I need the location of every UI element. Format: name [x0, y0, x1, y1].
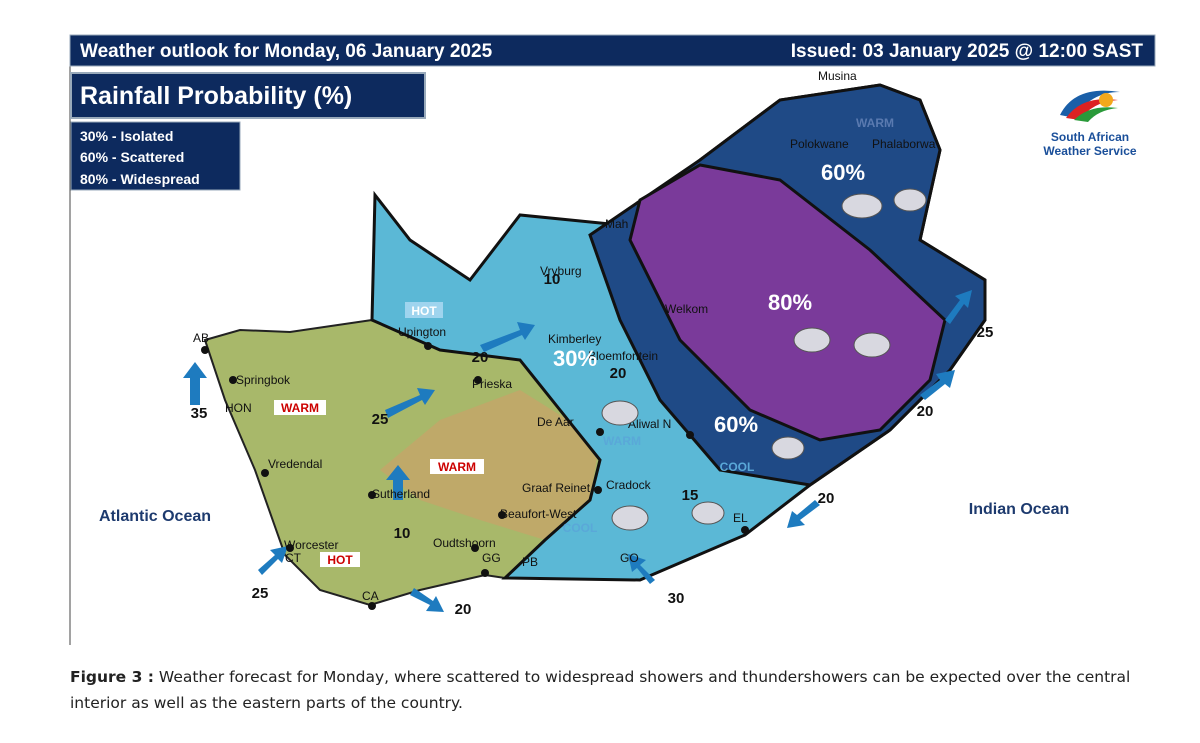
- legend-item: 30% - Isolated: [80, 128, 173, 144]
- panel-title-box: [70, 72, 426, 119]
- temperature-label: COOL: [720, 460, 755, 474]
- logo-text: South African: [1051, 130, 1129, 144]
- probability-label: 60%: [821, 160, 865, 185]
- place: De Aar: [537, 415, 574, 429]
- place: Sutherland: [372, 487, 430, 501]
- panel-title: Rainfall Probability (%): [80, 82, 352, 110]
- place: Oudtshoorn: [433, 536, 496, 550]
- place: EL: [733, 511, 748, 525]
- place: Bloemfontein: [588, 349, 658, 363]
- wind-speed: 10: [544, 271, 561, 288]
- wind-speed: 25: [252, 585, 269, 602]
- wind-speed: 25: [372, 411, 389, 428]
- place: CA: [362, 589, 379, 603]
- wind-speed: 10: [394, 525, 411, 542]
- header-issued: Issued: 03 January 2025 @ 12:00 SAST: [791, 41, 1144, 62]
- probability-label: 60%: [714, 412, 758, 437]
- probability-label: 30%: [553, 346, 597, 371]
- temp-box: [320, 552, 360, 567]
- wind-speed: 20: [818, 490, 835, 507]
- place-dots: [201, 342, 749, 610]
- map: Weather outlook for Monday, 06 January 2…: [69, 34, 1156, 645]
- caption-text: Weather forecast for Monday, where scatt…: [70, 668, 1131, 712]
- legend-item: 80% - Widespread: [80, 171, 200, 187]
- place: Upington: [398, 325, 446, 339]
- place: Graaf Reinet: [522, 481, 591, 495]
- place: Phalaborwa: [872, 137, 936, 151]
- place: GO: [620, 551, 639, 565]
- wind-speed: 35: [191, 405, 208, 422]
- place: GG: [482, 551, 501, 565]
- place: Springbok: [236, 373, 291, 387]
- temperature-label: COOL: [563, 521, 598, 535]
- place: Mah: [605, 217, 628, 231]
- wind-speed: 30: [668, 590, 685, 607]
- karoo: [380, 390, 600, 540]
- header-title: Weather outlook for Monday, 06 January 2…: [80, 41, 493, 62]
- wind-speed: 20: [472, 349, 489, 366]
- temp-box: [430, 459, 484, 474]
- place: Vredendal: [268, 457, 322, 471]
- wind-speed: 25: [977, 324, 994, 341]
- place: Vryburg: [540, 264, 582, 278]
- place: Welkom: [665, 302, 708, 316]
- logo: South African Weather Service: [1043, 90, 1137, 158]
- place: PB: [522, 555, 538, 569]
- legend-item: 60% - Scattered: [80, 149, 184, 165]
- place: CT: [285, 551, 302, 565]
- temperature-label: WARM: [856, 116, 894, 130]
- place: Beaufort-West: [500, 507, 577, 521]
- place: Kimberley: [548, 332, 601, 346]
- wind-speed: 15: [682, 487, 699, 504]
- region-80: [628, 163, 947, 442]
- wind-speed: 20: [610, 365, 627, 382]
- place: Polokwane: [790, 137, 849, 151]
- temp-box: [405, 302, 443, 318]
- place: Aliwal N: [628, 417, 671, 431]
- temperature-label: HOT: [327, 553, 353, 567]
- temperature-label: HOT: [411, 304, 437, 318]
- temp-box: [274, 400, 326, 415]
- storm-icons: [601, 188, 927, 531]
- temperature-label: WARM: [603, 434, 641, 448]
- header-bar: [69, 34, 1156, 67]
- caption-label: Figure 3 :: [70, 668, 154, 686]
- place: HON: [225, 401, 252, 415]
- logo-text: Weather Service: [1043, 144, 1136, 158]
- probability-label: 80%: [768, 290, 812, 315]
- place: AB: [193, 331, 209, 345]
- place: Cradock: [606, 478, 652, 492]
- caption: Figure 3 : Weather forecast for Monday, …: [70, 664, 1160, 716]
- place: Worcester: [284, 538, 338, 552]
- place: Musina: [818, 69, 857, 83]
- ocean-label: Atlantic Ocean: [99, 508, 211, 525]
- temperature-label: WARM: [281, 401, 319, 415]
- temperature-label: WARM: [438, 460, 476, 474]
- wind-speed: 20: [917, 403, 934, 420]
- ocean-label: Indian Ocean: [969, 501, 1069, 518]
- wind-arrows: [183, 290, 972, 612]
- wind-speed: 20: [455, 601, 472, 618]
- place: Prieska: [472, 377, 512, 391]
- legend-box: [70, 121, 241, 191]
